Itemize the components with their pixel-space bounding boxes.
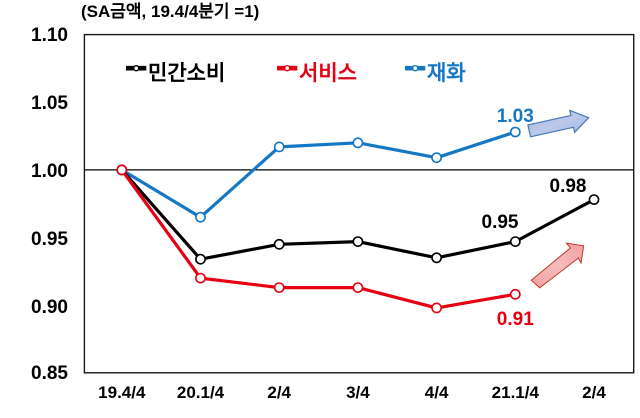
svg-text:(SA금액, 19.4/4분기 =1): (SA금액, 19.4/4분기 =1) [81, 2, 259, 21]
svg-text:20.1/4: 20.1/4 [177, 383, 225, 402]
svg-text:19.4/4: 19.4/4 [98, 383, 146, 402]
svg-text:4/4: 4/4 [425, 383, 449, 402]
svg-text:2/4: 2/4 [267, 383, 291, 402]
svg-text:0.95: 0.95 [31, 229, 68, 250]
svg-text:0.91: 0.91 [497, 309, 534, 330]
svg-text:21.1/4: 21.1/4 [492, 383, 540, 402]
svg-text:2/4: 2/4 [582, 383, 606, 402]
svg-text:0.98: 0.98 [550, 176, 587, 197]
svg-text:재화: 재화 [427, 62, 466, 85]
svg-text:3/4: 3/4 [346, 383, 370, 402]
svg-text:1.03: 1.03 [497, 106, 534, 127]
svg-text:서비스: 서비스 [299, 62, 357, 85]
svg-text:1.00: 1.00 [31, 161, 68, 182]
svg-text:0.95: 0.95 [482, 212, 519, 233]
svg-text:1.05: 1.05 [31, 93, 68, 114]
svg-text:민간소비: 민간소비 [148, 62, 225, 85]
svg-text:0.90: 0.90 [31, 297, 68, 318]
svg-text:0.85: 0.85 [31, 363, 68, 384]
svg-text:1.10: 1.10 [31, 25, 68, 46]
